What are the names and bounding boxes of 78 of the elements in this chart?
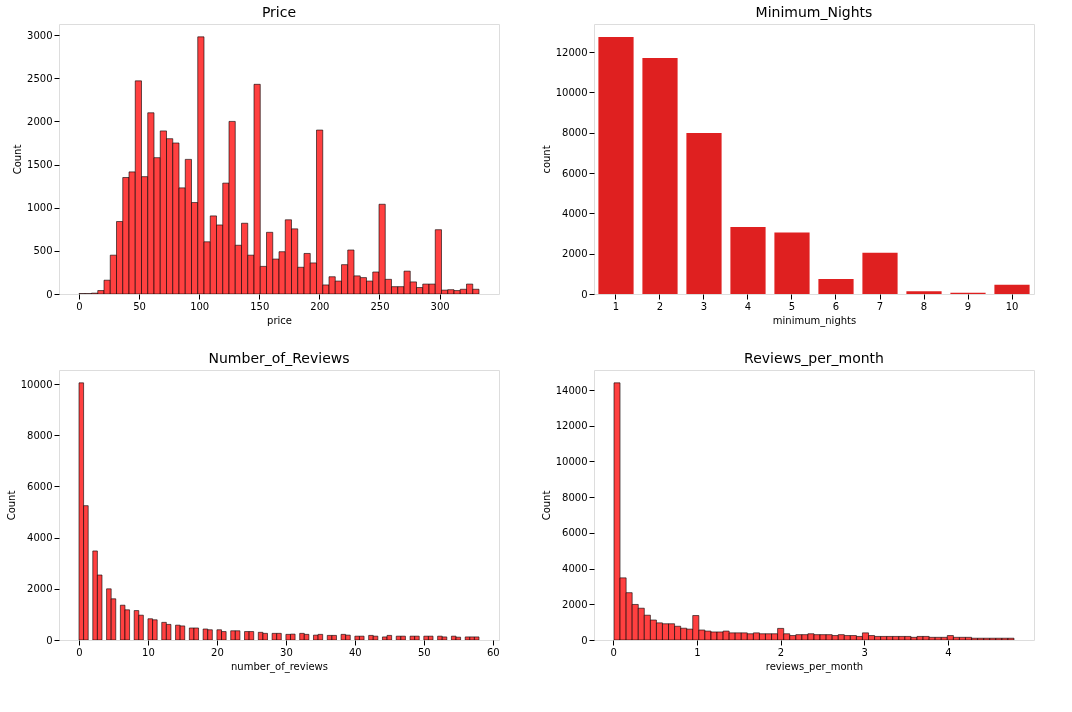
bar — [598, 36, 634, 294]
x-tick-label: 5 — [788, 300, 796, 312]
y-tick-label: 0 — [46, 288, 53, 300]
bar — [862, 252, 898, 294]
y-tick-label: 0 — [581, 288, 588, 300]
x-tick-label: 2 — [656, 300, 664, 312]
y-tick-label: 4000 — [562, 207, 588, 219]
y-tick-label: 500 — [33, 245, 53, 257]
y-tick-label: 6000 — [562, 167, 588, 179]
y-tick-label: 6000 — [27, 480, 53, 492]
y-tick-label: 1000 — [27, 202, 53, 214]
x-tick-label: 30 — [280, 646, 293, 658]
x-tick-label: 200 — [310, 300, 330, 312]
x-tick-label: 1 — [612, 300, 620, 312]
y-tick-label: 4000 — [27, 532, 53, 544]
x-tick-label: 4 — [945, 646, 952, 658]
y-tick-label: 3000 — [27, 29, 53, 41]
y-tick-label: 8000 — [27, 429, 53, 441]
x-tick-label: 7 — [876, 300, 884, 312]
y-axis-title: count — [540, 145, 552, 174]
y-tick-label: 14000 — [555, 384, 588, 396]
x-tick-label: 3 — [861, 646, 868, 658]
y-tick-label: 2000 — [562, 598, 588, 610]
x-tick-label: 0 — [76, 300, 83, 312]
x-tick-label: 150 — [250, 300, 270, 312]
x-tick-label: 10 — [142, 646, 155, 658]
y-axis-title: Count — [5, 490, 17, 521]
x-tick-label: 20 — [211, 646, 224, 658]
x-tick-label: 2 — [777, 646, 785, 658]
x-tick-label: 0 — [76, 646, 83, 658]
x-tick-label: 4 — [744, 300, 752, 312]
y-tick-label: 10000 — [20, 378, 53, 390]
y-tick-label: 12000 — [555, 420, 588, 432]
chart-title: Reviews_per_month — [744, 350, 884, 366]
y-tick-label: 0 — [46, 634, 53, 646]
bar — [994, 284, 1030, 294]
x-axis-title: price — [267, 314, 292, 326]
x-axis-title: minimum_nights — [772, 314, 857, 327]
x-tick-label: 50 — [133, 300, 146, 312]
bar — [642, 57, 678, 294]
x-tick-label: 9 — [964, 300, 972, 312]
y-tick-label: 10000 — [555, 455, 588, 467]
x-tick-label: 40 — [348, 646, 362, 658]
x-tick-label: 8 — [920, 300, 928, 312]
y-tick-label: 2000 — [562, 248, 588, 260]
x-axis-title: number_of_reviews — [231, 660, 328, 673]
y-tick-label: 2000 — [27, 115, 53, 127]
y-tick-label: 2000 — [27, 583, 53, 595]
y-tick-label: 4000 — [562, 563, 588, 575]
y-tick-label: 12000 — [555, 46, 588, 58]
bar — [818, 279, 854, 294]
x-tick-label: 3 — [700, 300, 708, 312]
chart-title: Number_of_Reviews — [208, 350, 350, 366]
bar — [774, 232, 810, 294]
y-tick-label: 2500 — [27, 72, 53, 84]
y-tick-label: 1500 — [27, 159, 53, 171]
x-tick-label: 250 — [370, 300, 390, 312]
y-tick-label: 10000 — [555, 86, 588, 98]
y-axis-title: Count — [540, 490, 552, 521]
bar — [730, 227, 766, 294]
x-tick-label: 60 — [486, 646, 500, 658]
y-axis-title: Count — [12, 144, 24, 175]
x-tick-label: 0 — [610, 646, 617, 658]
bar — [906, 291, 942, 294]
x-tick-label: 6 — [832, 300, 840, 312]
y-tick-label: 8000 — [562, 127, 588, 139]
x-axis-title: reviews_per_month — [765, 660, 864, 673]
x-tick-label: 100 — [190, 300, 210, 312]
y-tick-label: 6000 — [562, 527, 588, 539]
x-tick-label: 1 — [694, 646, 701, 658]
chart-title: Price — [261, 4, 297, 20]
x-tick-label: 50 — [417, 646, 431, 658]
x-tick-label: 300 — [430, 300, 450, 312]
x-tick-label: 10 — [1005, 300, 1019, 312]
y-tick-label: 0 — [581, 634, 588, 646]
bar — [686, 132, 722, 294]
y-tick-label: 8000 — [562, 491, 588, 503]
chart-title: Minimum_Nights — [755, 4, 873, 20]
